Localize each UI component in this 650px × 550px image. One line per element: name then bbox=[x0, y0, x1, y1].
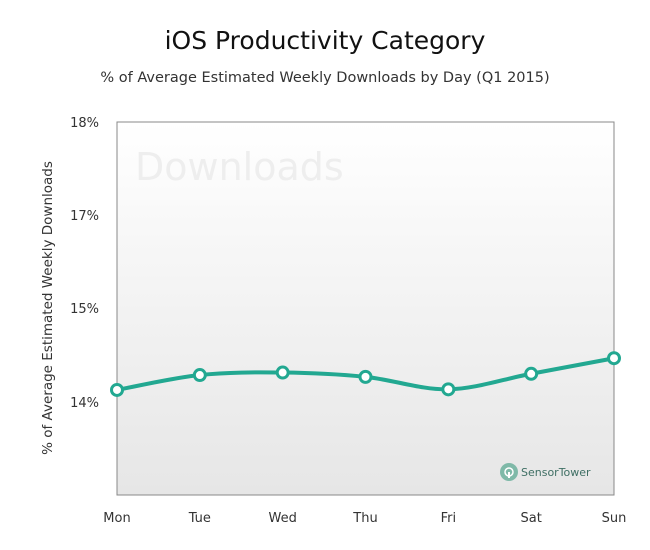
x-tick-label: Tue bbox=[188, 511, 211, 526]
chart-subtitle: % of Average Estimated Weekly Downloads … bbox=[100, 70, 550, 86]
y-axis-label: % of Average Estimated Weekly Downloads bbox=[40, 161, 56, 455]
chart-title: iOS Productivity Category bbox=[164, 26, 486, 55]
x-tick-label: Wed bbox=[268, 511, 296, 526]
data-point-thu bbox=[358, 369, 373, 384]
x-axis-ticks: Mon Tue Wed Thu Fri Sat Sun bbox=[103, 511, 626, 526]
x-tick-label: Mon bbox=[103, 511, 130, 526]
y-tick-label: 15% bbox=[70, 302, 99, 317]
x-tick-label: Fri bbox=[441, 511, 457, 526]
data-point-mon bbox=[110, 382, 124, 397]
sensortower-logo: SensorTower bbox=[500, 463, 591, 481]
data-point-wed bbox=[275, 365, 290, 380]
x-tick-label: Sun bbox=[602, 511, 627, 526]
data-point-sat bbox=[524, 366, 539, 381]
sensortower-logo-text: SensorTower bbox=[521, 466, 591, 479]
watermark-text: Downloads bbox=[135, 145, 344, 189]
data-point-fri bbox=[441, 382, 456, 397]
data-point-sun bbox=[607, 351, 621, 366]
x-tick-label: Sat bbox=[521, 511, 542, 526]
y-axis-ticks: 18% 17% 15% 14% bbox=[70, 116, 99, 411]
y-tick-label: 14% bbox=[70, 396, 99, 411]
y-tick-label: 17% bbox=[70, 209, 99, 224]
plot-area bbox=[116, 121, 615, 496]
data-point-tue bbox=[192, 368, 207, 383]
data-markers bbox=[110, 351, 621, 397]
y-tick-label: 18% bbox=[70, 116, 99, 131]
x-tick-label: Thu bbox=[352, 511, 377, 526]
